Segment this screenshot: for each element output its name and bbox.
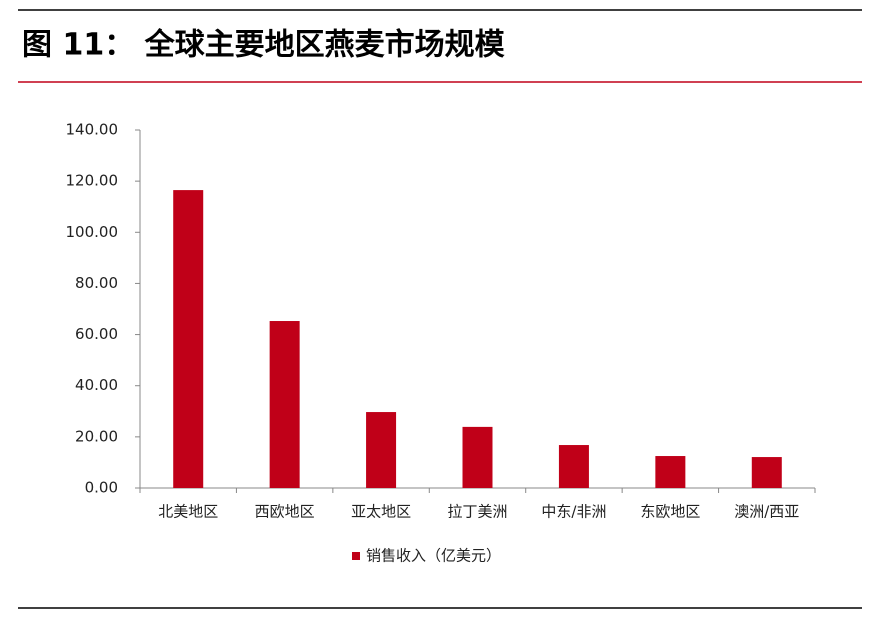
y-tick-label: 80.00 — [75, 274, 118, 292]
bar — [558, 445, 589, 488]
x-tick-label: 西欧地区 — [255, 503, 315, 521]
bar — [462, 426, 493, 488]
y-tick-label: 120.00 — [66, 172, 119, 190]
x-tick-label: 东欧地区 — [640, 503, 700, 521]
x-tick-label: 中东/非洲 — [541, 503, 606, 521]
legend-label: 销售收入（亿美元） — [366, 547, 501, 565]
legend-swatch — [352, 552, 360, 560]
bar — [751, 457, 782, 488]
bar — [173, 190, 204, 489]
y-tick-label: 20.00 — [75, 427, 118, 445]
x-tick-label: 澳洲/西亚 — [734, 503, 799, 521]
y-tick-label: 140.00 — [66, 121, 119, 139]
bar — [366, 412, 397, 488]
y-tick-label: 100.00 — [66, 223, 119, 241]
bar — [269, 321, 300, 488]
chart-title: 图 11： 全球主要地区燕麦市场规模 — [22, 28, 505, 63]
x-tick-label: 亚太地区 — [351, 503, 411, 521]
x-tick-label: 拉丁美洲 — [447, 503, 507, 521]
x-tick-label: 北美地区 — [158, 503, 218, 521]
bar — [655, 456, 686, 488]
y-tick-label: 0.00 — [85, 479, 118, 497]
y-tick-label: 40.00 — [75, 376, 118, 394]
y-tick-label: 60.00 — [75, 325, 118, 343]
